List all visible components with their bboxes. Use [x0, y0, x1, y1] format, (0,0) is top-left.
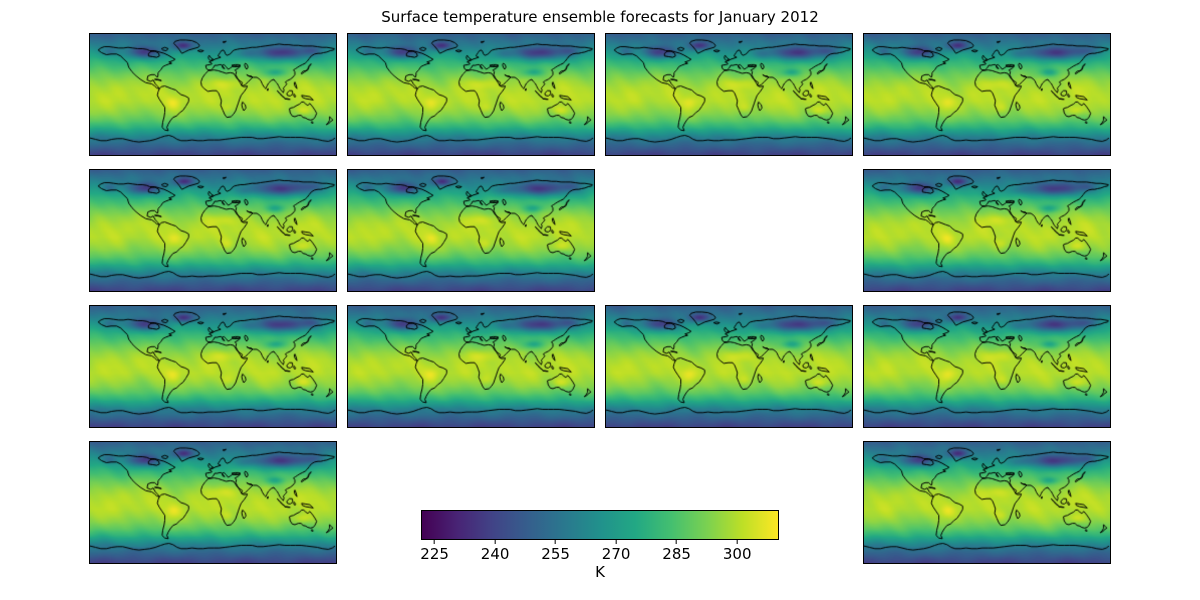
colorbar-tick-225: 225 — [420, 540, 449, 563]
world-temperature-map-canvas — [348, 306, 594, 427]
colorbar-tick-mark — [676, 540, 678, 544]
colorbar — [421, 510, 779, 540]
colorbar-tick-300: 300 — [723, 540, 752, 563]
colorbar-tick-270: 270 — [601, 540, 631, 563]
ensemble-map-member-1 — [89, 33, 337, 156]
colorbar-tick-mark — [736, 540, 738, 544]
world-temperature-map-canvas — [348, 34, 594, 155]
colorbar-tick-mark — [555, 540, 557, 544]
ensemble-map-member-8 — [89, 305, 337, 428]
colorbar-tick-label: 225 — [420, 545, 449, 563]
ensemble-map-member-7 — [863, 169, 1111, 292]
ensemble-map-member-12 — [89, 441, 337, 564]
ensemble-map-member-11 — [863, 305, 1111, 428]
colorbar-ticks: 225 240 255 270 285 300 — [420, 540, 779, 564]
world-temperature-map-canvas — [90, 442, 336, 563]
world-temperature-map-canvas — [864, 170, 1110, 291]
colorbar-tick-285: 285 — [662, 540, 691, 563]
ensemble-map-member-5 — [89, 169, 337, 292]
colorbar-tick-label: 300 — [722, 545, 752, 563]
world-temperature-map-canvas — [90, 170, 336, 291]
colorbar-tick-255: 255 — [541, 540, 570, 563]
colorbar-tick-mark — [434, 540, 436, 544]
ensemble-map-member-2 — [347, 33, 595, 156]
world-temperature-map-canvas — [90, 306, 336, 427]
colorbar-tick-label: 240 — [480, 545, 510, 563]
world-temperature-map-canvas — [90, 34, 336, 155]
world-temperature-map-canvas — [348, 170, 594, 291]
world-temperature-map-canvas — [606, 306, 852, 427]
colorbar-tick-240: 240 — [480, 540, 510, 563]
ensemble-map-member-6 — [347, 169, 595, 292]
ensemble-map-member-9 — [347, 305, 595, 428]
world-temperature-map-canvas — [606, 34, 852, 155]
colorbar-tick-label: 255 — [541, 545, 570, 563]
ensemble-map-member-10 — [605, 305, 853, 428]
figure-title: Surface temperature ensemble forecasts f… — [381, 8, 819, 26]
ensemble-map-member-13 — [863, 441, 1111, 564]
colorbar-tick-label: 285 — [662, 545, 691, 563]
colorbar-gradient — [422, 511, 778, 539]
colorbar-axis-label: K — [595, 563, 605, 581]
colorbar-tick-mark — [494, 540, 496, 544]
ensemble-map-member-3 — [605, 33, 853, 156]
colorbar-tick-mark — [615, 540, 617, 544]
ensemble-map-member-4 — [863, 33, 1111, 156]
world-temperature-map-canvas — [864, 442, 1110, 563]
world-temperature-map-canvas — [864, 34, 1110, 155]
colorbar-tick-label: 270 — [601, 545, 631, 563]
world-temperature-map-canvas — [864, 306, 1110, 427]
